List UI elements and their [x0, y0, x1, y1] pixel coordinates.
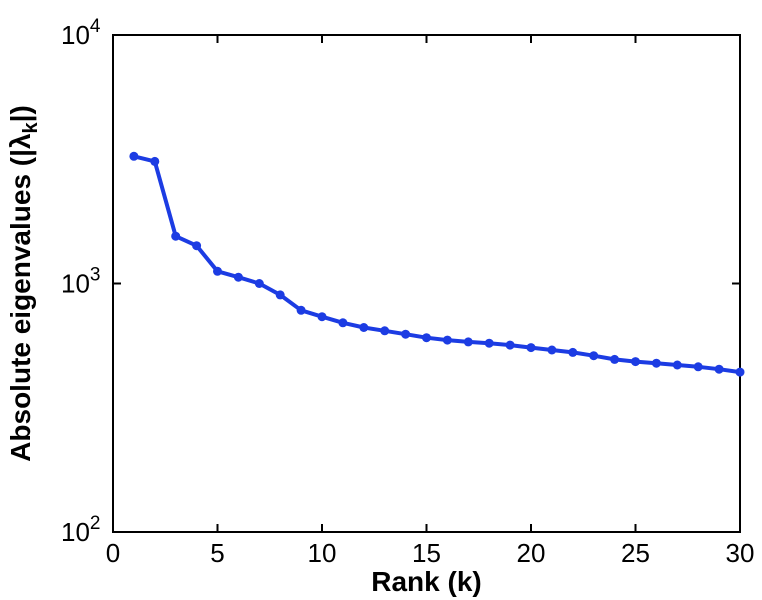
data-point	[338, 318, 348, 328]
data-point	[442, 335, 452, 345]
x-tick-label: 20	[517, 538, 546, 568]
y-axis-label: Absolute eigenvalues (|λk|)	[5, 105, 42, 462]
data-point	[150, 156, 160, 166]
x-tick-label: 10	[308, 538, 337, 568]
data-point	[213, 266, 222, 276]
data-point	[359, 323, 369, 332]
data-point	[589, 351, 599, 361]
data-point	[317, 312, 327, 322]
y-tick-label: 102	[61, 513, 101, 547]
x-tick-label: 0	[106, 538, 120, 568]
y-tick-label: 104	[61, 16, 101, 50]
data-point	[505, 340, 515, 350]
data-point	[693, 362, 703, 372]
data-point	[233, 272, 243, 282]
data-point	[275, 290, 285, 300]
x-tick-label: 15	[412, 538, 441, 568]
x-tick-label: 25	[621, 538, 650, 568]
x-tick-label: 30	[726, 538, 755, 568]
data-point	[568, 347, 578, 357]
data-point	[484, 338, 494, 348]
data-point	[380, 326, 390, 336]
x-tick-label: 5	[210, 538, 224, 568]
data-point	[651, 358, 661, 368]
data-point	[401, 329, 411, 339]
data-point	[422, 333, 431, 343]
data-point	[526, 343, 536, 353]
data-point	[463, 337, 473, 347]
data-point	[610, 354, 620, 364]
data-point	[672, 360, 682, 370]
data-point	[296, 305, 306, 315]
data-point	[192, 241, 202, 251]
data-point	[547, 345, 557, 355]
data-point	[254, 279, 264, 288]
data-point	[631, 357, 640, 367]
y-tick-label: 103	[61, 265, 101, 299]
data-point	[735, 367, 745, 377]
data-point	[171, 231, 181, 241]
data-point	[129, 151, 139, 161]
x-axis-label: Rank (k)	[371, 566, 481, 597]
data-point	[714, 364, 724, 374]
